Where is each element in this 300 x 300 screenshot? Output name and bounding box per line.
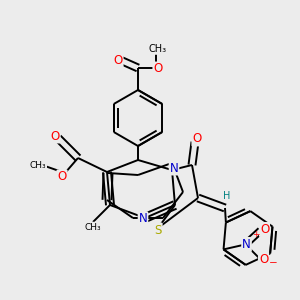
Text: S: S [154,224,162,236]
Text: CH₃: CH₃ [85,223,101,232]
Text: O: O [260,223,269,236]
Text: N: N [139,212,147,226]
Text: O: O [153,62,163,76]
Text: CH₃: CH₃ [149,44,167,54]
Text: O: O [57,170,67,184]
Text: CH₃: CH₃ [30,160,46,169]
Text: O: O [50,130,60,142]
Text: O: O [259,253,268,266]
Text: O: O [192,133,202,146]
Text: N: N [169,161,178,175]
Text: O: O [113,53,123,67]
Text: H: H [223,191,231,201]
Text: +: + [252,230,259,239]
Text: −: − [269,258,278,268]
Text: N: N [242,238,251,251]
